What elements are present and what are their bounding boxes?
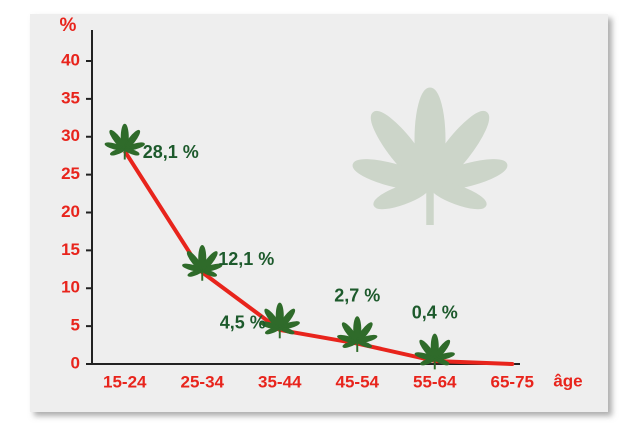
y-tick-label: 35 <box>61 88 80 107</box>
x-tick-label: 65-75 <box>491 372 534 391</box>
value-label: 28,1 % <box>143 142 199 162</box>
x-tick-label: 15-24 <box>103 372 147 391</box>
value-label: 0,4 % <box>412 303 458 323</box>
x-tick-label: 55-64 <box>413 372 457 391</box>
panel <box>30 14 608 412</box>
y-tick-label: 20 <box>61 202 80 221</box>
x-tick-label: 35-44 <box>258 372 302 391</box>
y-tick-label: 0 <box>71 353 80 372</box>
point <box>510 362 515 366</box>
y-tick-label: 15 <box>61 240 80 259</box>
y-tick-label: 30 <box>61 126 80 145</box>
value-label: 2,7 % <box>334 285 380 305</box>
value-label: 4,5 % <box>220 313 266 333</box>
y-tick-label: 25 <box>61 164 80 183</box>
y-tick-label: 5 <box>71 316 80 335</box>
x-tick-label: 45-54 <box>336 372 380 391</box>
x-axis-label: âge <box>553 371 582 390</box>
y-tick-label: 40 <box>61 50 80 69</box>
y-axis-label: % <box>60 15 77 36</box>
value-label: 12,1 % <box>218 249 274 269</box>
y-tick-label: 10 <box>61 278 80 297</box>
x-tick-label: 25-34 <box>181 372 225 391</box>
